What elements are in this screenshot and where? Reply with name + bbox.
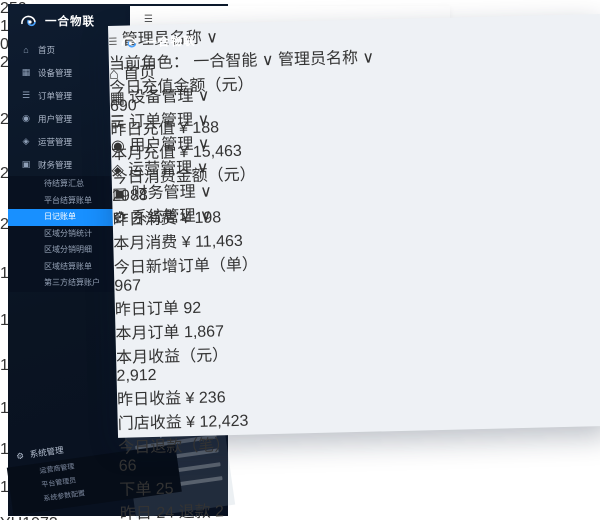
chevron-down-icon: ∨ (199, 183, 213, 201)
submenu-item[interactable]: 待结算汇总 (8, 176, 130, 193)
ops-icon: ◈ (111, 161, 125, 179)
order-icon: ☰ (110, 113, 125, 131)
finance-icon: ▣ (21, 159, 31, 169)
submenu-item-label: 平台结算账单 (44, 195, 92, 205)
chevron-down-icon: ∨ (261, 51, 274, 70)
menu-item[interactable]: ☰ 订单管理 ∨ (110, 105, 227, 132)
front-menu: ⌂ 首页 ▦ 设备管理 ∨ ☰ 订单管理 ∨ (109, 57, 229, 228)
stat-subline: 昨日 24 退款 (119, 503, 211, 520)
home-icon: ⌂ (108, 65, 120, 83)
menu-item[interactable]: ◈ 运营管理 ∨ (111, 153, 228, 180)
menu-item-label: 设备管理 (129, 87, 194, 107)
device-icon: ▦ (21, 67, 31, 77)
submenu-item-label: 区域分销统计 (44, 228, 92, 238)
ops-icon: ◈ (22, 136, 30, 146)
stat-subline-alert: 2 (214, 503, 225, 520)
menu-item-label: 运营管理 (128, 159, 193, 179)
admin-name: 管理员名称 (277, 49, 359, 69)
menu-item[interactable]: ⚙ 系统管理 ∨ (112, 201, 229, 228)
submenu-item[interactable]: 第三方结算账户 (8, 275, 130, 292)
x-tick: YH1973 (0, 515, 600, 520)
back-menu: ⌂ 首页 ▦ 设备管理 ☰ 订单管理 ◉ 用户管理 (8, 38, 130, 176)
y-tick: 0 (0, 36, 9, 53)
menu-item-label: 订单管理 (38, 90, 73, 101)
back-finance-submenu: 待结算汇总 平台结算账单 日记账单 区域分销统计 区域分销明细 (8, 176, 130, 292)
home-icon: ⌂ (23, 44, 29, 55)
user-icon: ◉ (110, 137, 126, 155)
front-sidebar: 一合物联 ⌂ 首页 ▦ 设备管理 ∨ (108, 23, 234, 438)
menu-item[interactable]: ▣ 财务管理 ∨ (112, 177, 229, 204)
submenu-item-label: 待结算汇总 (44, 179, 84, 188)
submenu-item[interactable]: 区域分销统计 (8, 225, 130, 242)
menu-item-label: 用户管理 (38, 113, 73, 124)
chevron-down-icon: ∨ (197, 87, 210, 105)
menu-item-label: 首页 (123, 64, 156, 83)
brand-name: 一合物联 (45, 16, 95, 28)
admin-menu-secondary[interactable]: 管理员名称 ∨ (278, 50, 375, 69)
menu-item-label: 运营管理 (38, 136, 73, 147)
chevron-down-icon: ∨ (199, 207, 212, 225)
system-icon: ⚙ (15, 449, 25, 461)
menu-item[interactable]: ▦ 设备管理 (8, 61, 130, 84)
finance-icon: ▣ (111, 185, 128, 203)
chevron-down-icon: ∨ (362, 49, 375, 67)
menu-item[interactable]: ▦ 设备管理 ∨ (109, 81, 226, 108)
back-sidebar: 一合物联 ⌂ 首页 ▦ 设备管理 ☰ 订单管理 (8, 4, 130, 292)
brand-logo: 一合物联 (108, 23, 225, 60)
submenu-item[interactable]: 平台结算账单 (8, 192, 130, 209)
menu-toggle-icon[interactable]: ☰ (144, 13, 153, 25)
menu-item[interactable]: ⌂ 首页 (109, 57, 226, 84)
submenu-item[interactable]: 区域分销明细 (8, 242, 130, 259)
menu-item[interactable]: ◉ 用户管理 (8, 107, 130, 130)
menu-item-label: 订单管理 (128, 111, 194, 131)
brand-name: 一合物联 (145, 35, 196, 50)
menu-item[interactable]: ▣ 财务管理 (8, 153, 130, 176)
menu-item-label: 设备管理 (38, 67, 73, 78)
submenu-item-label: 区域结算账单 (44, 261, 92, 271)
front-window: 一合物联 ⌂ 首页 ▦ 设备管理 ∨ (108, 13, 600, 520)
menu-item-label: 用户管理 (129, 135, 194, 155)
brand-logo-icon (21, 15, 36, 26)
submenu-item[interactable]: 区域结算账单 (8, 258, 130, 275)
menu-item[interactable]: ◉ 用户管理 ∨ (111, 129, 228, 156)
menu-item-label: 财务管理 (38, 159, 73, 170)
submenu-item-label: 区域分销明细 (44, 245, 92, 254)
system-menu-label: 系统管理 (29, 444, 65, 460)
menu-item[interactable]: ⌂ 首页 (8, 38, 130, 61)
menu-item-label: 系统管理 (131, 207, 196, 227)
stat-card: 今日退款（笔） 66 下单 25 昨日 24 退款 2 (118, 422, 600, 520)
chevron-down-icon: ∨ (197, 135, 210, 153)
system-icon: ⚙ (112, 209, 128, 227)
menu-item[interactable]: ☰ 订单管理 (8, 84, 130, 107)
menu-item-label: 首页 (38, 44, 56, 55)
brand-logo: 一合物联 (8, 4, 130, 38)
brand-logo-icon (121, 36, 137, 47)
device-icon: ▦ (109, 89, 126, 107)
menu-item[interactable]: ◈ 运营管理 (8, 130, 130, 153)
submenu-item-label: 日记账单 (44, 212, 76, 221)
stat-subline: 下单 25 (119, 480, 174, 499)
submenu-item-label: 第三方结算账户 (44, 278, 100, 287)
user-icon: ◉ (22, 113, 30, 123)
submenu-item[interactable]: 日记账单 (8, 209, 130, 226)
chevron-down-icon: ∨ (197, 111, 210, 129)
chevron-down-icon: ∨ (196, 159, 209, 177)
menu-item-label: 财务管理 (131, 183, 196, 203)
order-icon: ☰ (21, 90, 31, 100)
